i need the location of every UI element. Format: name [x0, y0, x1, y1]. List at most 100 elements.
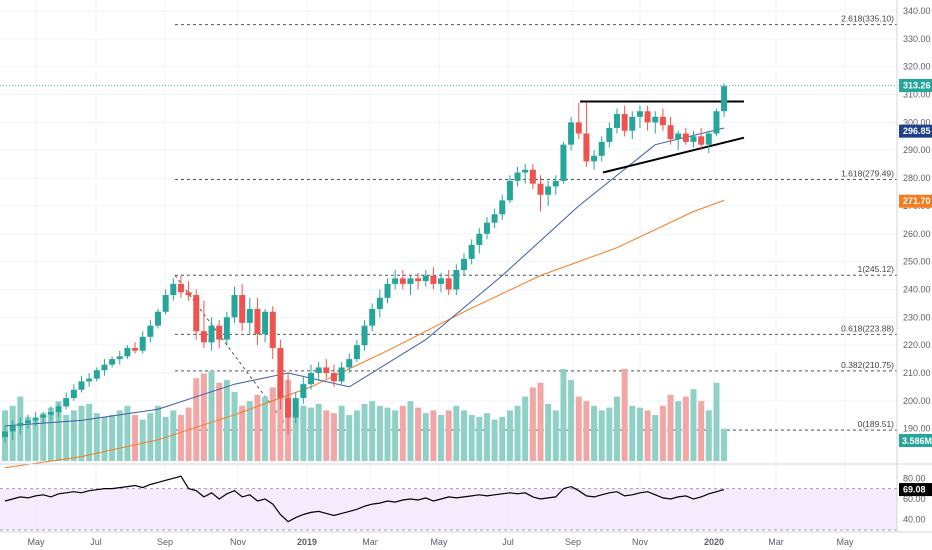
- candle-body: [86, 378, 93, 382]
- candle-body: [476, 233, 483, 245]
- candle-body: [376, 297, 383, 309]
- volume-bar: [499, 416, 506, 461]
- volume-bar: [70, 410, 77, 461]
- candle-body: [713, 111, 720, 134]
- candle-body: [269, 311, 276, 348]
- candle-body: [529, 169, 536, 184]
- candle-body: [491, 214, 498, 223]
- candle-body: [9, 425, 16, 432]
- price-tick-label: 260.00: [903, 229, 931, 239]
- candle-body: [323, 367, 330, 374]
- volume-bar: [155, 405, 161, 461]
- candle-body: [262, 311, 269, 335]
- candle-body: [721, 86, 728, 112]
- volume-bar: [47, 407, 54, 461]
- candle-body: [422, 275, 429, 282]
- ma-fast-badge-text: 296.85: [903, 126, 931, 136]
- candle-body: [667, 125, 674, 140]
- volume-bar: [506, 410, 513, 461]
- volume-bar: [223, 380, 230, 461]
- candle-body: [621, 114, 628, 131]
- candle-body: [636, 111, 643, 117]
- volume-bar: [598, 410, 605, 461]
- candle-body: [552, 180, 559, 187]
- volume-bar: [116, 410, 123, 461]
- candle-body: [353, 345, 360, 360]
- time-tick-label: Jul: [90, 537, 102, 547]
- volume-bar: [300, 405, 307, 461]
- rsi-tick-label: 60.00: [903, 494, 926, 504]
- volume-bar: [636, 407, 643, 461]
- candle-body: [223, 317, 230, 340]
- volume-bar: [461, 410, 467, 461]
- candle-body: [177, 283, 184, 293]
- price-tick-label: 200.00: [903, 396, 931, 406]
- candle-body: [407, 278, 414, 284]
- candle-body: [338, 367, 345, 382]
- time-tick-label: Mar: [362, 537, 378, 547]
- volume-bar: [330, 413, 337, 461]
- volume-bar: [483, 413, 490, 461]
- price-tick-label: 190.00: [903, 424, 931, 434]
- volume-bar: [338, 405, 345, 461]
- candle-body: [32, 417, 39, 421]
- volume-bar: [721, 428, 728, 461]
- volume-bar: [346, 415, 353, 461]
- candle-body: [682, 133, 689, 142]
- candle-body: [384, 283, 391, 298]
- candle-body: [330, 373, 337, 382]
- volume-bar: [86, 403, 93, 461]
- volume-bar: [422, 413, 429, 461]
- volume-badge: [899, 434, 932, 447]
- candle-body: [659, 116, 666, 126]
- candle-body: [430, 275, 437, 284]
- volume-bar: [545, 403, 552, 461]
- candle-body: [392, 278, 399, 284]
- price-tick-label: 240.00: [903, 284, 931, 294]
- rsi-band: [0, 488, 897, 530]
- candle-body: [277, 347, 284, 399]
- candle-body: [514, 172, 521, 181]
- time-tick-label: May: [27, 537, 45, 547]
- ma-slow-badge: [899, 194, 932, 208]
- volume-bar: [193, 378, 200, 461]
- volume-bar: [682, 396, 689, 461]
- candle-body: [698, 136, 705, 145]
- rsi-pane: [0, 475, 897, 531]
- volume-bar: [231, 392, 238, 461]
- volume-bar: [63, 415, 70, 461]
- candle-body: [147, 325, 154, 337]
- candle-body: [506, 180, 513, 201]
- candle-body: [499, 200, 506, 215]
- volume-bar: [132, 415, 139, 461]
- volume-bar: [690, 389, 697, 461]
- volume-bar: [698, 401, 705, 461]
- price-tick-label: 340.00: [903, 6, 931, 16]
- volume-bar: [109, 415, 116, 461]
- volume-bar: [644, 410, 651, 461]
- price-tick-label: 220.00: [903, 340, 931, 350]
- volume-bar: [308, 407, 314, 461]
- candle-body: [239, 295, 246, 323]
- volume-bar: [652, 415, 659, 461]
- candle-body: [675, 133, 682, 140]
- volume-bar: [606, 407, 613, 461]
- ma-slow-badge-text: 271.70: [903, 196, 931, 206]
- candle-body: [285, 398, 292, 418]
- candle-body: [346, 359, 353, 368]
- candle-body: [185, 292, 192, 296]
- rsi-badge-text: 69.08: [903, 485, 926, 495]
- volume-bar: [353, 410, 360, 461]
- time-tick-label: Sep: [157, 537, 173, 547]
- volume-bar: [445, 410, 452, 461]
- volume-bar: [246, 401, 253, 461]
- candle-body: [124, 347, 131, 357]
- volume-bar: [40, 413, 47, 461]
- volume-bar: [55, 401, 62, 461]
- candle-body: [705, 133, 712, 145]
- price-tick-label: 250.00: [903, 257, 931, 267]
- volume-bar: [529, 387, 536, 461]
- volume-bar: [407, 401, 414, 461]
